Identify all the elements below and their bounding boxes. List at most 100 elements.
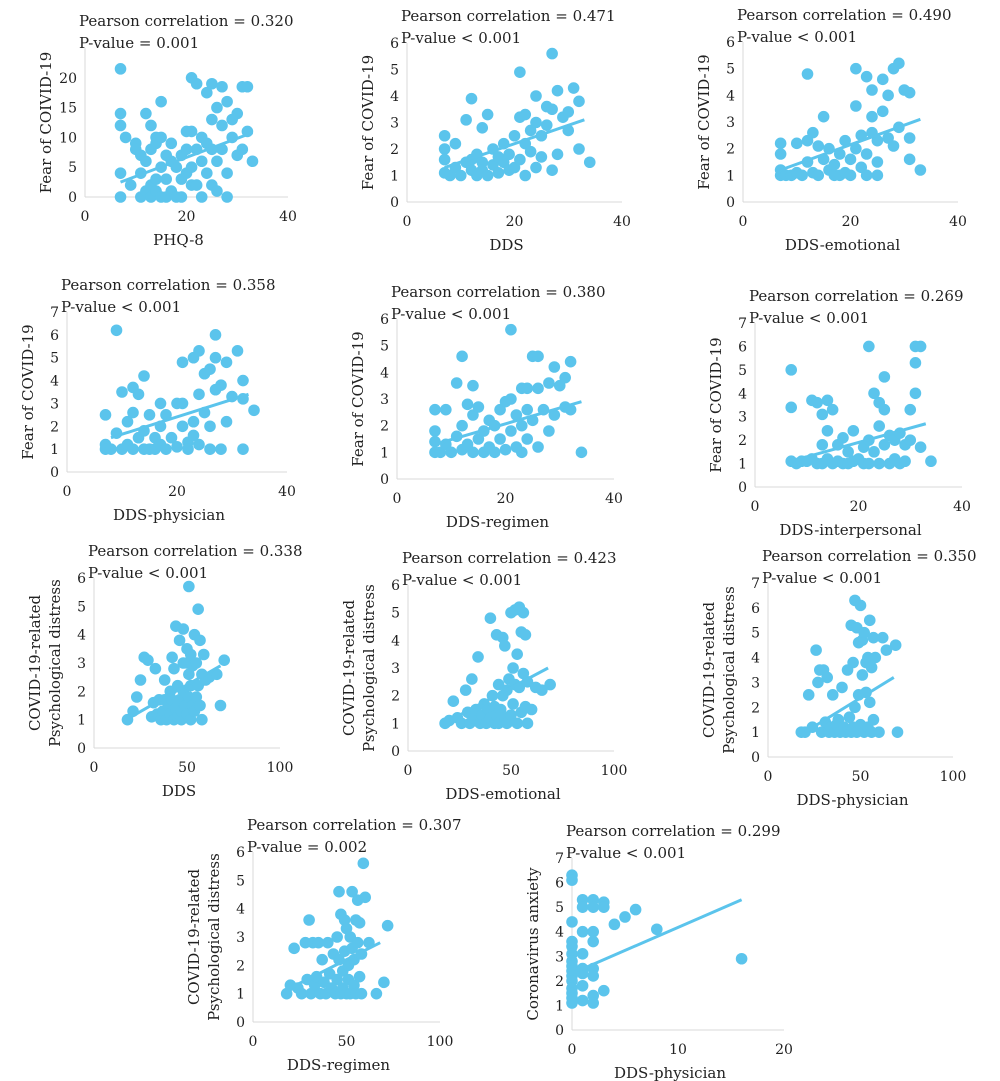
data-point (517, 606, 530, 619)
data-point (546, 103, 558, 116)
data-point (812, 169, 825, 182)
y-axis-title: Psychological distress (360, 584, 378, 752)
data-point (810, 644, 822, 656)
data-point (619, 911, 631, 923)
y-axis-title: Fear of COIVID-19 (37, 52, 55, 194)
data-point (598, 984, 610, 997)
data-point (826, 403, 839, 416)
y-tick-label: 3 (236, 930, 245, 946)
y-axis-title: Psychological distress (205, 853, 223, 1021)
y-tick-label: 4 (50, 374, 59, 390)
data-point (116, 386, 128, 398)
data-point (195, 155, 208, 168)
y-tick-label: 2 (380, 419, 389, 435)
y-tick-label: 2 (390, 142, 399, 158)
data-point (796, 169, 808, 182)
y-tick-label: 6 (380, 312, 389, 328)
data-point (785, 364, 798, 376)
data-point (836, 681, 848, 694)
data-point (499, 443, 512, 456)
data-point (530, 90, 542, 102)
data-point (774, 137, 787, 150)
data-point (873, 726, 885, 738)
data-point (551, 148, 564, 161)
data-point (891, 726, 904, 738)
data-point (472, 651, 484, 663)
x-tick-label: 20 (842, 214, 860, 230)
data-point (867, 713, 880, 726)
data-point (355, 987, 368, 1000)
data-point (858, 626, 870, 639)
y-tick-label: 4 (738, 386, 747, 402)
data-point (587, 925, 599, 938)
y-axis-title: Fear of COVID-19 (707, 337, 725, 472)
x-axis-title: DDS-physician (614, 1064, 726, 1081)
data-point (211, 185, 223, 197)
data-point (878, 403, 891, 416)
y-tick-label: 1 (555, 998, 564, 1014)
y-axis-title: COVID-19-related (185, 869, 203, 1005)
data-point (514, 153, 526, 166)
data-point (429, 425, 441, 437)
y-tick-label: 1 (77, 713, 86, 729)
y-tick-label: 0 (738, 480, 747, 496)
data-point (142, 654, 154, 666)
x-tick-label: 20 (497, 491, 515, 507)
data-point (220, 415, 233, 428)
data-point (878, 439, 891, 451)
y-tick-label: 15 (59, 101, 77, 117)
x-tick-label: 0 (739, 214, 748, 230)
data-point (438, 153, 451, 166)
data-point (856, 669, 869, 681)
data-point (821, 424, 834, 437)
data-point (241, 80, 254, 93)
data-point (521, 433, 533, 445)
data-point (576, 994, 589, 1007)
pearson-correlation-label: Pearson correlation = 0.380 (391, 283, 606, 301)
data-point (573, 143, 585, 155)
data-point (492, 167, 505, 179)
data-point (175, 191, 188, 203)
p-value-label: P-value < 0.001 (749, 309, 869, 327)
data-point (505, 323, 517, 336)
y-tick-label: 4 (236, 902, 245, 918)
data-point (521, 382, 533, 395)
y-tick-label: 5 (390, 63, 399, 79)
data-point (357, 857, 370, 870)
data-point (562, 106, 575, 118)
data-point (505, 425, 517, 437)
scatter-panel-11: 0 1 2 3 4 5 6 7 0 10 20 Pearson correlation = 0.299… (524, 822, 793, 1081)
y-tick-label: 2 (555, 974, 564, 990)
p-value-label: P-value = 0.001 (79, 34, 199, 52)
data-point (503, 148, 515, 161)
data-point (166, 651, 178, 664)
data-point (525, 703, 538, 716)
data-point (873, 420, 885, 432)
y-tick-label: 2 (726, 142, 735, 158)
data-point (312, 936, 325, 949)
y-tick-label: 3 (380, 392, 389, 408)
data-point (193, 388, 205, 401)
trend-line (444, 118, 585, 169)
data-point (211, 101, 223, 114)
data-point (476, 122, 489, 134)
data-point (176, 356, 189, 369)
scatter-panel-2: 0 1 2 3 4 5 6 0 20 40 Pearson correlation = 0.471 P… (359, 7, 631, 254)
data-point (608, 918, 621, 931)
y-axis-title: Psychological distress (46, 579, 64, 747)
y-tick-label: 0 (391, 744, 400, 760)
y-tick-label: 4 (77, 628, 86, 644)
data-point (185, 161, 198, 173)
y-axis-title: COVID-19-related (26, 595, 44, 731)
y-tick-label: 3 (390, 116, 399, 132)
y-tick-label: 0 (390, 195, 399, 211)
data-point (576, 979, 589, 992)
data-point (472, 401, 485, 413)
x-axis-title: DDS-physician (113, 506, 225, 524)
p-value-label: P-value < 0.001 (566, 844, 686, 862)
y-tick-label: 10 (59, 130, 77, 146)
data-point (559, 371, 571, 384)
data-point (826, 689, 839, 701)
data-point (466, 673, 478, 685)
x-tick-label: 0 (63, 484, 72, 500)
